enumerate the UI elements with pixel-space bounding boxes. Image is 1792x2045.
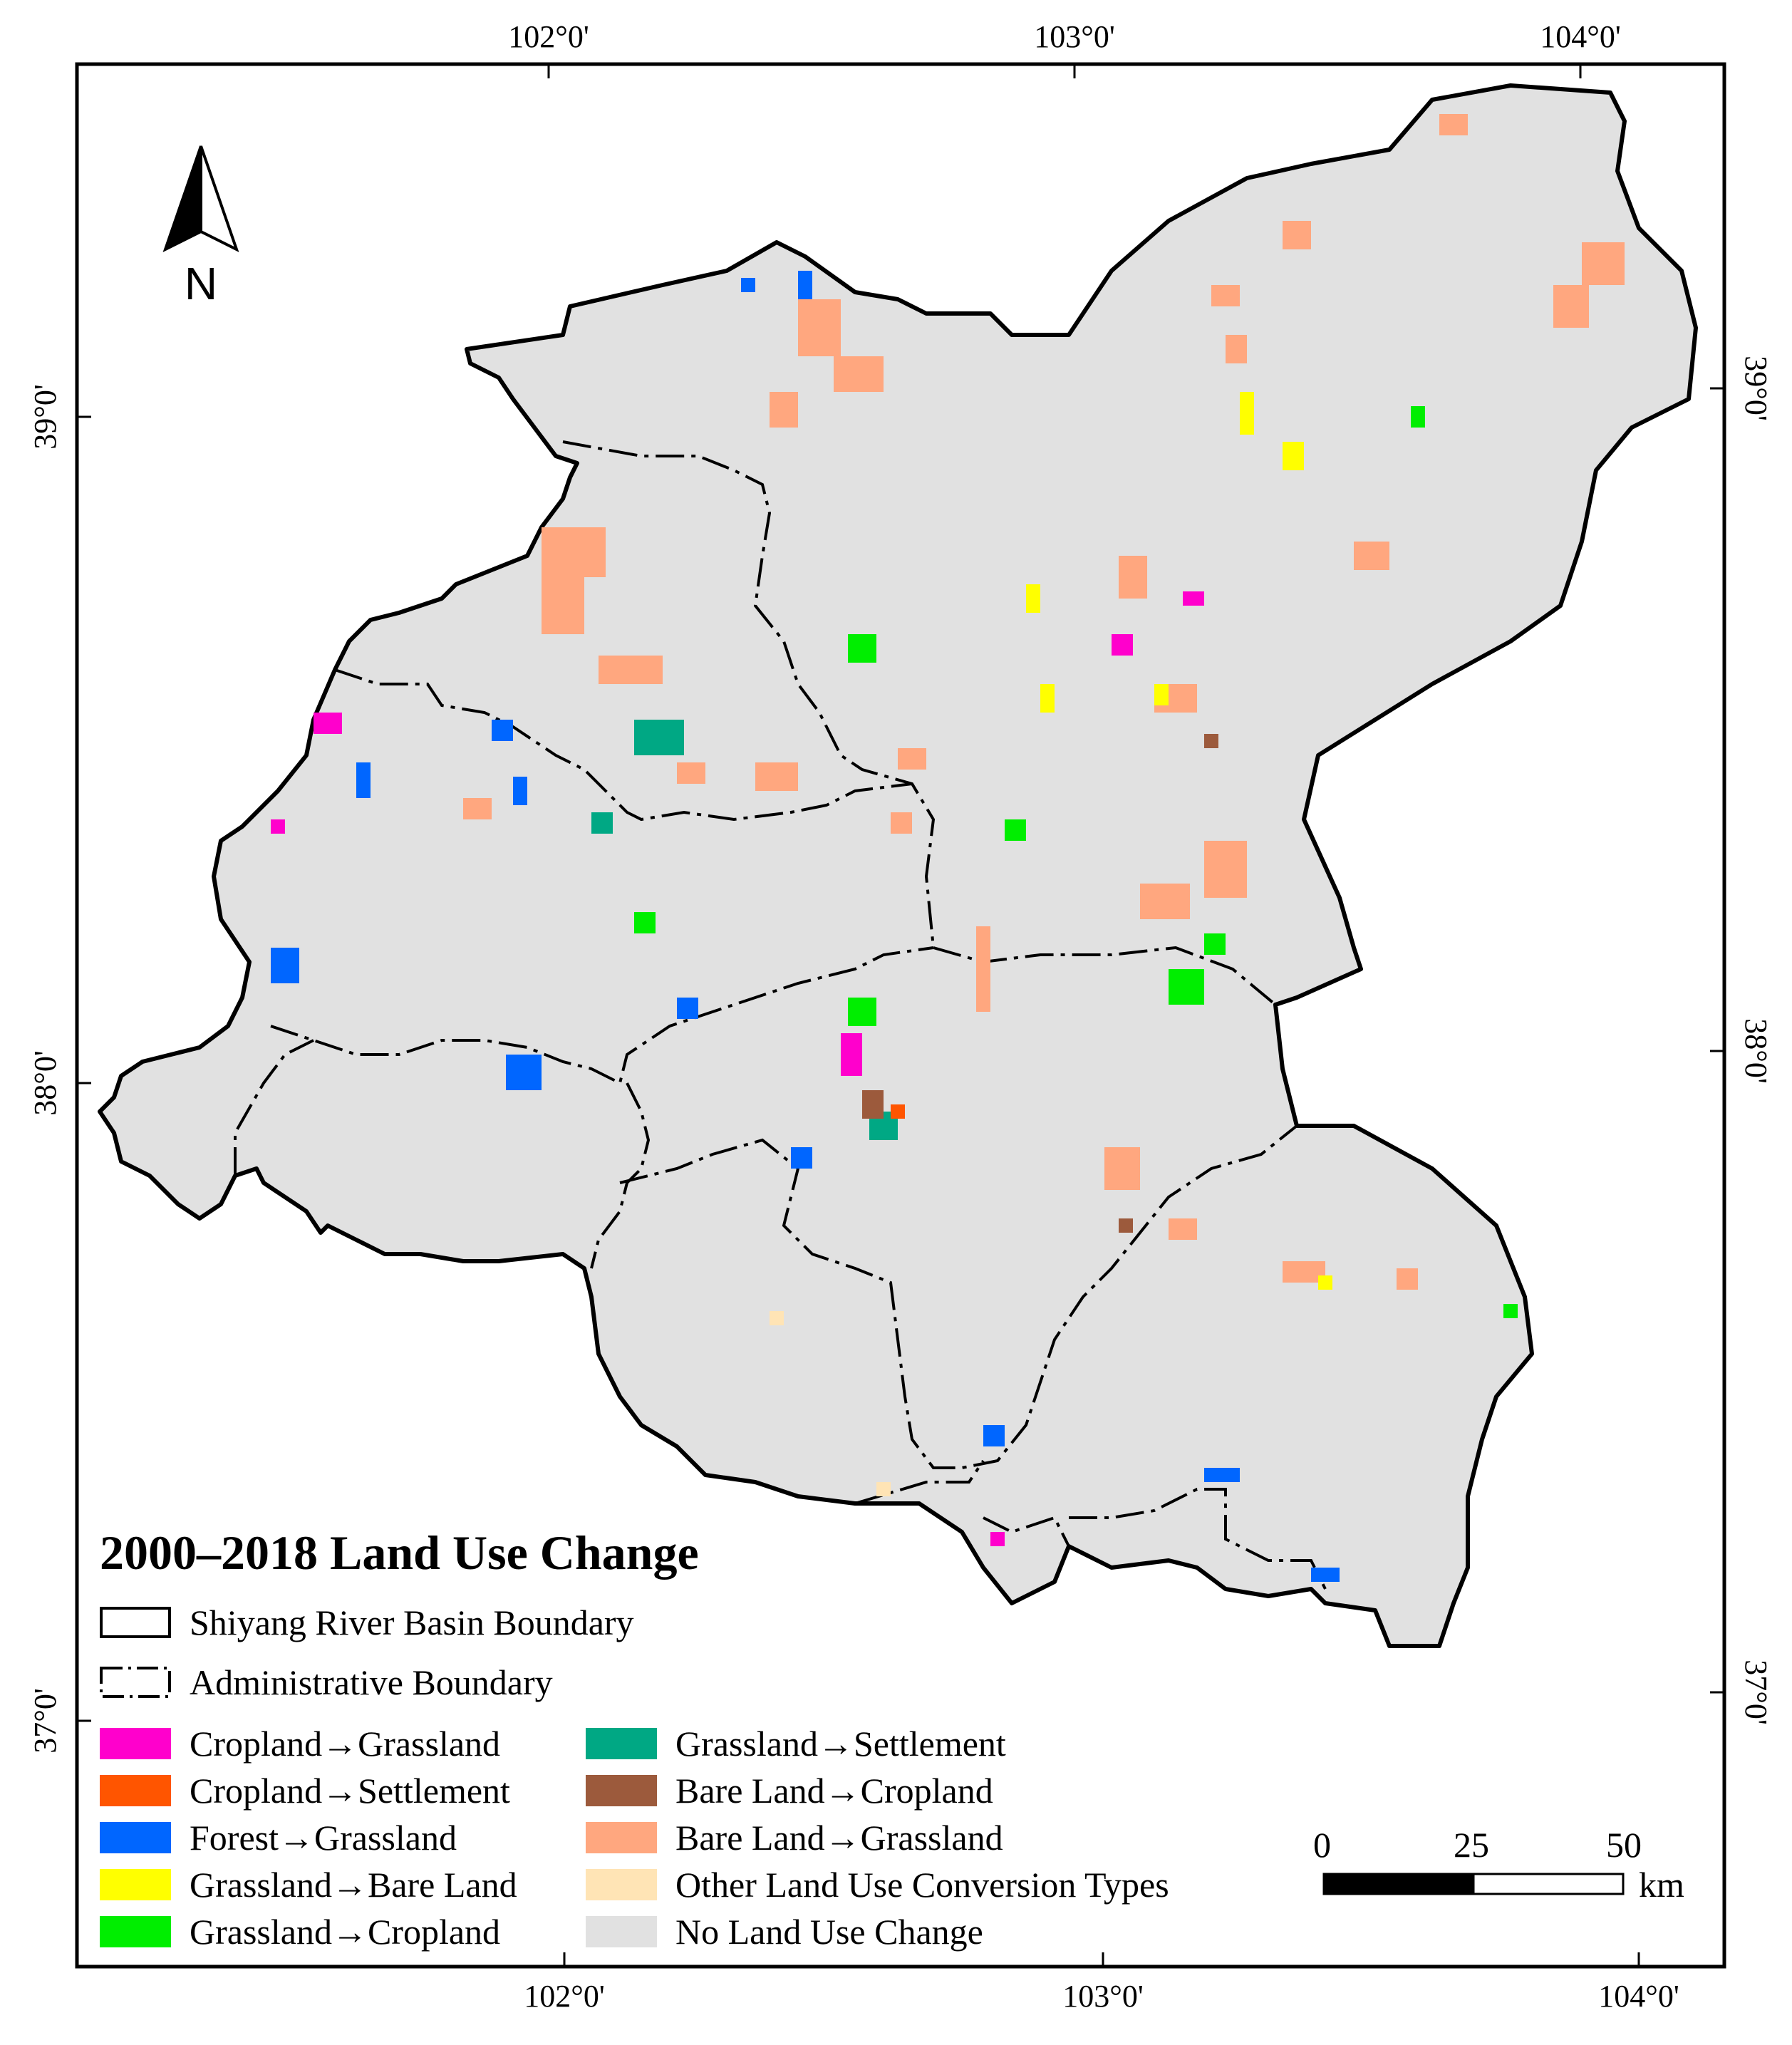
legend-item: Cropland→Settlement (100, 1770, 510, 1811)
solid-boundary-swatch (100, 1607, 171, 1638)
legend-item: Bare Land→Cropland (586, 1770, 993, 1811)
legend-item: Other Land Use Conversion Types (586, 1864, 1169, 1905)
patches-bareland-grassland (463, 114, 1625, 1290)
top-lon-labels: 102°0' 103°0' 104°0' (508, 19, 1621, 54)
tick-label-bottom-lon: 102°0' (524, 1979, 605, 2014)
legend-swatch (100, 1775, 171, 1806)
tick-label-left-lat: 39°0' (28, 384, 63, 450)
legend-item: Bare Land→Grassland (586, 1817, 1003, 1858)
legend-label: Cropland→Grassland (190, 1724, 501, 1764)
patches-forest-grassland (271, 271, 1340, 1582)
bottom-lon-labels: 102°0' 103°0' 104°0' (524, 1979, 1679, 2014)
north-arrow-label: N (185, 258, 217, 309)
legend-item: Grassland→Settlement (586, 1723, 1006, 1764)
legend-label: Forest→Grassland (190, 1818, 457, 1858)
legend-label: Grassland→Settlement (675, 1724, 1006, 1764)
patches-cropland-settlement (891, 1104, 905, 1119)
legend-label: Administrative Boundary (190, 1662, 553, 1702)
legend-title: 2000–2018 Land Use Change (100, 1526, 699, 1580)
patches-grassland-settlement (591, 720, 898, 1140)
legend-item: Grassland→Cropland (100, 1911, 500, 1952)
legend-item: No Land Use Change (586, 1911, 983, 1952)
legend-swatch (100, 1916, 171, 1947)
scale-tick-label: 25 (1454, 1825, 1489, 1865)
legend-swatch (586, 1822, 657, 1853)
legend-swatch (100, 1869, 171, 1900)
legend-label: No Land Use Change (675, 1912, 983, 1952)
left-lat-labels: 39°0' 38°0' 37°0' (28, 384, 63, 1754)
legend-swatch (586, 1869, 657, 1900)
patches-cropland-grassland (271, 591, 1204, 1546)
patches-grassland-cropland (634, 406, 1518, 1318)
land-change-patches (271, 114, 1625, 1582)
legend-item: Cropland→Grassland (100, 1723, 500, 1764)
legend-label: Shiyang River Basin Boundary (190, 1603, 634, 1642)
graticule-ticks (77, 64, 1724, 1967)
patches-bareland-cropland (862, 734, 1218, 1233)
north-arrow-icon: N (162, 145, 239, 309)
tick-label-top-lon: 103°0' (1034, 19, 1115, 54)
legend-item-admin-boundary: Administrative Boundary (100, 1662, 553, 1703)
tick-label-top-lon: 102°0' (508, 19, 589, 54)
legend-label: Cropland→Settlement (190, 1771, 510, 1811)
right-lat-labels: 39°0' 38°0' 37°0' (1739, 356, 1773, 1725)
patches-grassland-bareland (1026, 392, 1332, 1290)
legend-swatch (586, 1775, 657, 1806)
legend-swatch (586, 1728, 657, 1759)
scale-bar (1322, 1873, 1625, 1895)
legend-swatch (100, 1728, 171, 1759)
scale-unit-label: km (1639, 1865, 1684, 1905)
tick-label-bottom-lon: 104°0' (1598, 1979, 1679, 2014)
tick-label-right-lat: 39°0' (1739, 356, 1773, 421)
tick-label-bottom-lon: 103°0' (1062, 1979, 1144, 2014)
legend-item: Forest→Grassland (100, 1817, 457, 1858)
legend-item: Grassland→Bare Land (100, 1864, 517, 1905)
legend-label: Grassland→Bare Land (190, 1865, 517, 1905)
scale-tick-label: 0 (1313, 1825, 1331, 1865)
legend-swatch (586, 1916, 657, 1947)
dashed-boundary-swatch (100, 1667, 171, 1698)
basin-area (98, 83, 1698, 1648)
legend-item-basin-boundary: Shiyang River Basin Boundary (100, 1602, 634, 1643)
legend-label: Grassland→Cropland (190, 1912, 501, 1952)
patches-other-conversion (770, 1311, 891, 1496)
legend-label: Bare Land→Cropland (675, 1771, 993, 1811)
tick-label-right-lat: 37°0' (1739, 1660, 1773, 1725)
legend-label: Other Land Use Conversion Types (675, 1865, 1169, 1905)
tick-label-left-lat: 38°0' (28, 1050, 63, 1116)
tick-label-right-lat: 38°0' (1739, 1018, 1773, 1084)
tick-label-left-lat: 37°0' (28, 1688, 63, 1754)
legend-swatch (100, 1822, 171, 1853)
legend-label: Bare Land→Grassland (675, 1818, 1003, 1858)
tick-label-top-lon: 104°0' (1540, 19, 1621, 54)
scale-tick-label: 50 (1606, 1825, 1642, 1865)
